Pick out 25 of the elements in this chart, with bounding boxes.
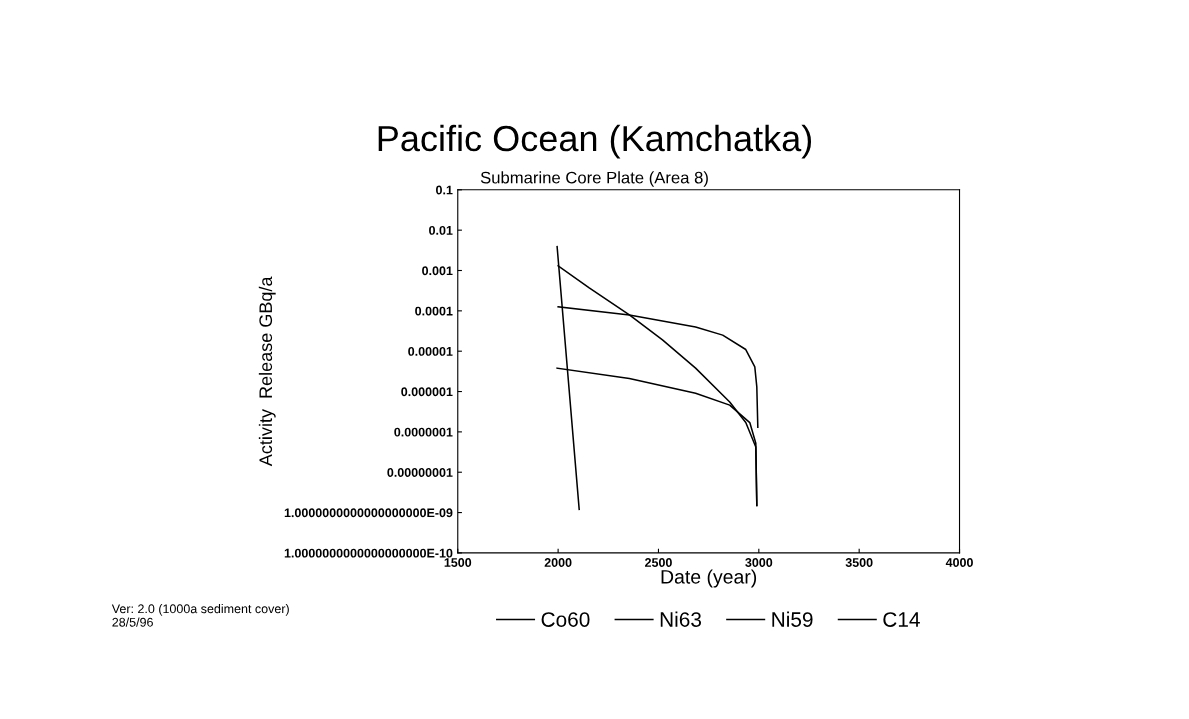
y-tick-label: 0.1 (436, 185, 453, 195)
y-tick-label: 1.0000000000000000000E-09 (284, 508, 453, 518)
x-tick-label: 2500 (645, 558, 672, 567)
legend-label: Ni63 (660, 611, 702, 627)
x-axis-title: Date (year) (661, 569, 757, 588)
x-tick-label: 3500 (845, 558, 873, 567)
x-tick-label: 2000 (544, 558, 572, 567)
y-tick-label: 0.00001 (408, 346, 453, 356)
chart-subtitle: Submarine Core Plate (Area 8) (480, 171, 708, 187)
y-tick-label: 0.000001 (401, 387, 453, 397)
x-tick-label: 3000 (745, 558, 773, 567)
legend-label: Ni59 (772, 611, 813, 627)
y-tick-label: 1.0000000000000000000E-10 (284, 548, 453, 558)
text: Ver: 2.0 (1000a sediment cover) 28/5/96 (111, 604, 289, 627)
legend-label: C14 (883, 612, 920, 627)
chart-title: Pacific Ocean (Kamchatka) (378, 124, 812, 159)
y-tick-label: 0.001 (422, 266, 453, 276)
y-tick-label: 0.0001 (415, 306, 453, 316)
y-tick-label: 0.01 (429, 225, 453, 235)
x-tick-label: 4000 (945, 558, 973, 567)
x-tick-label: 1500 (444, 558, 472, 567)
y-tick-label: 0.00000001 (387, 468, 453, 477)
y-tick-label: 0.0000001 (394, 427, 453, 437)
y-axis-title: Activity Release GBq/a (258, 276, 276, 467)
legend-label: Co60 (541, 612, 590, 627)
